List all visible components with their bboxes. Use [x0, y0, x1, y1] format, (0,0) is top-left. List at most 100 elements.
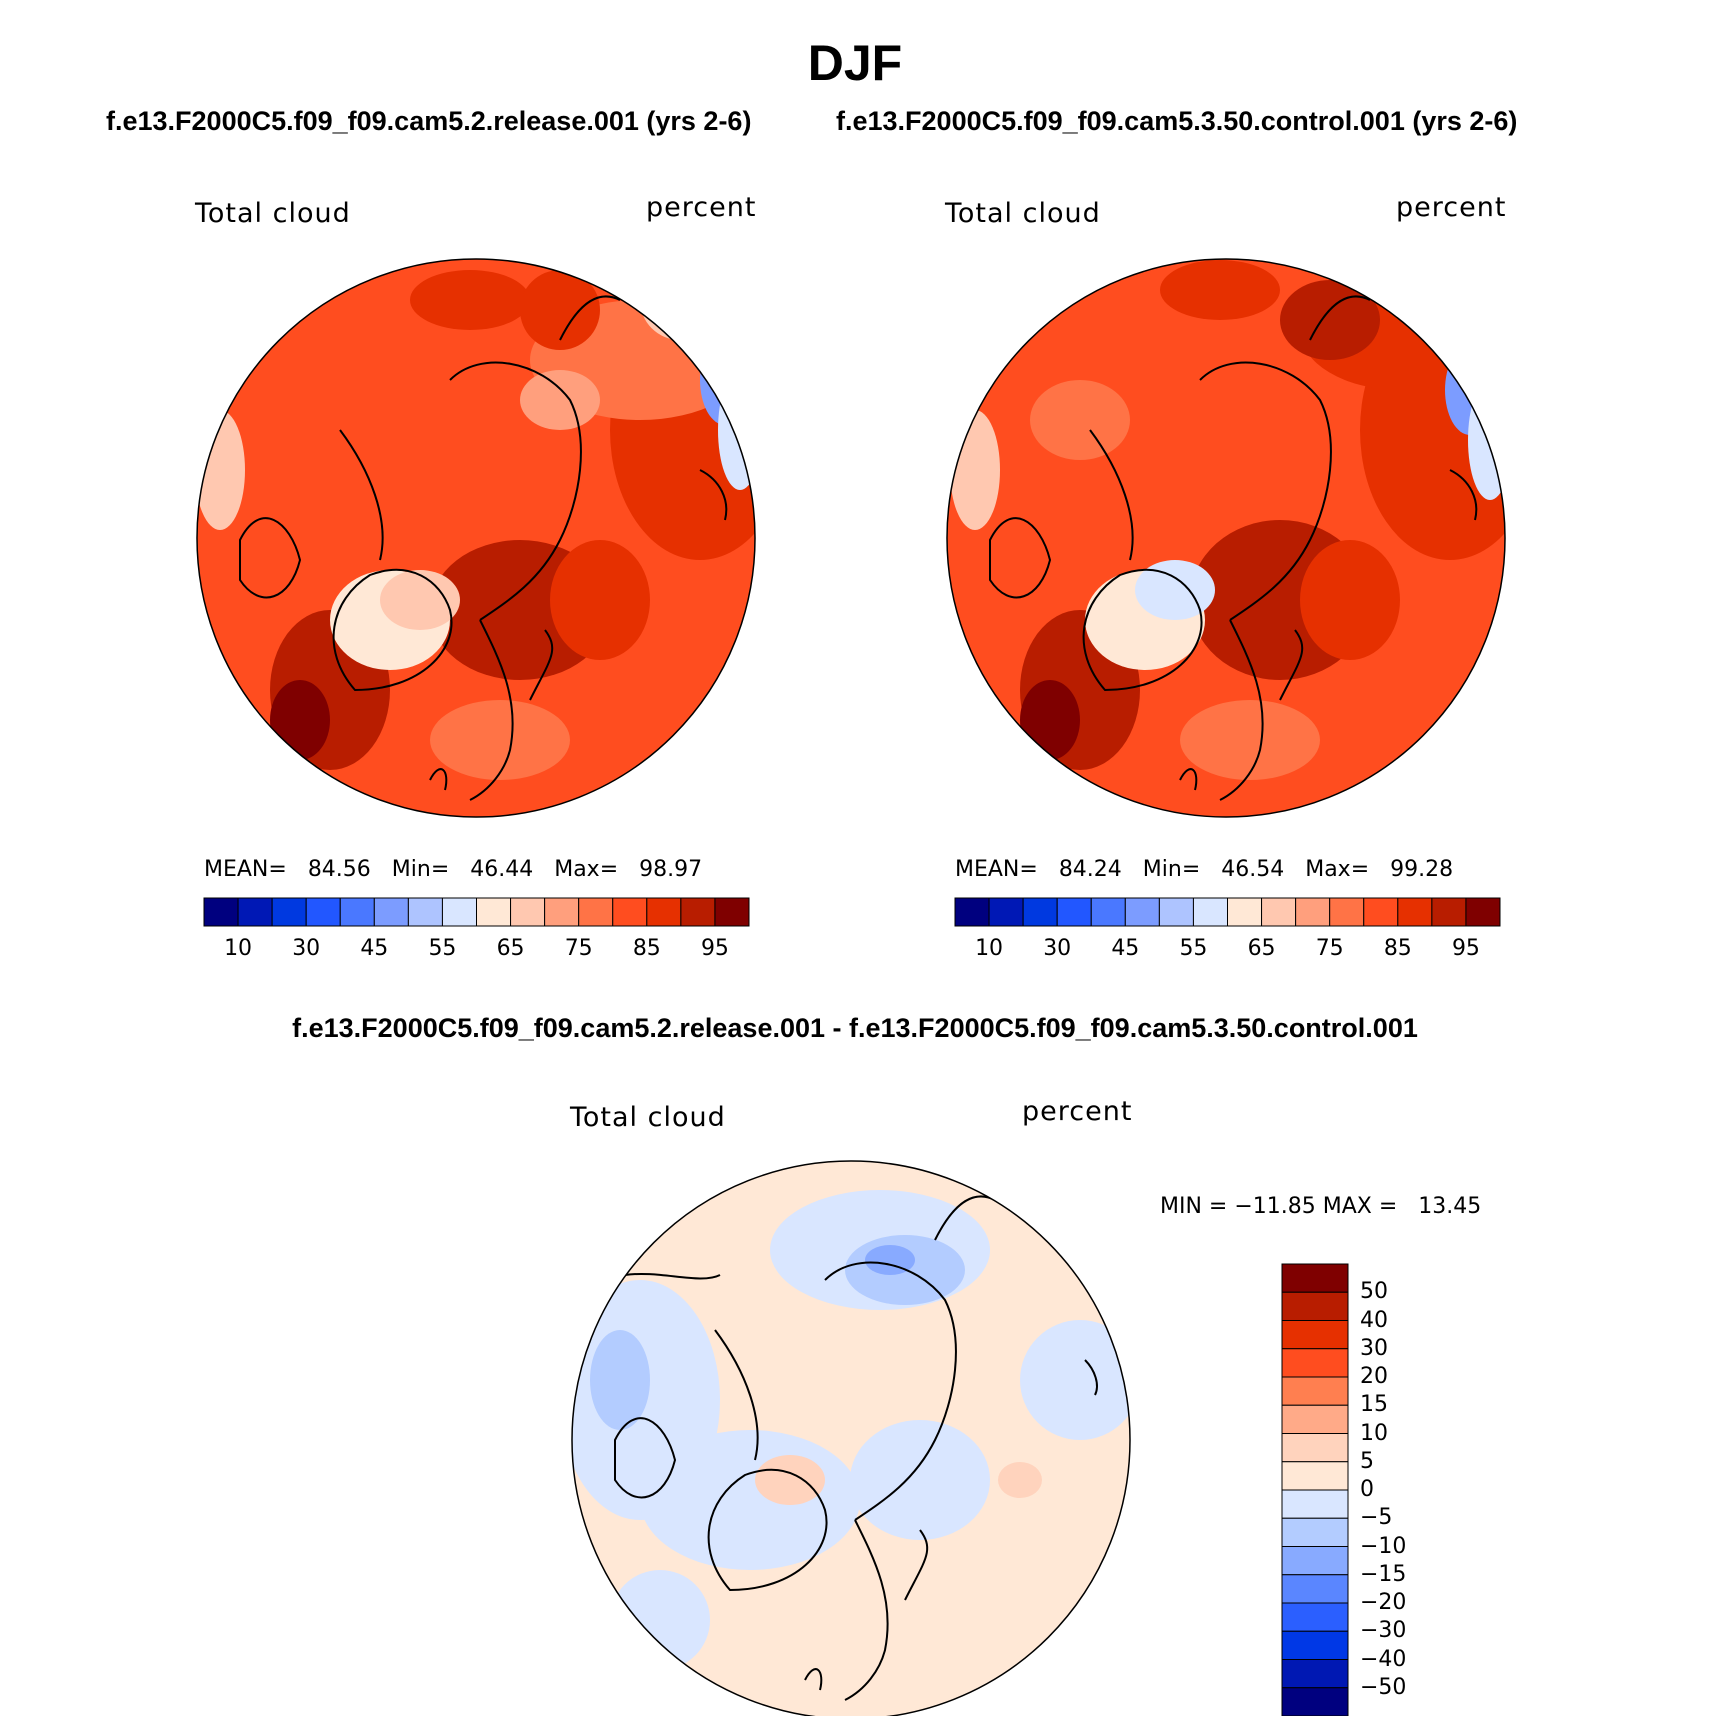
- diff-colorbar-tick-label: −5: [1360, 1505, 1393, 1531]
- diff-colorbar-swatch: [1281, 1263, 1349, 1293]
- left-mean-label: MEAN=: [204, 857, 287, 882]
- left-colorbar-tick-label: 30: [292, 936, 321, 961]
- left-colorbar-swatch: [271, 897, 307, 927]
- diff-colorbar-tick-label: 5: [1360, 1448, 1374, 1474]
- right-colorbar: [954, 897, 1501, 927]
- diff-map-coastlines: [614, 1195, 1098, 1701]
- left-colorbar-swatch: [203, 897, 239, 927]
- diff-title: f.e13.F2000C5.f09_f09.cam5.2.release.001…: [292, 1013, 1418, 1043]
- diff-colorbar-swatch: [1281, 1659, 1349, 1689]
- right-case-title: f.e13.F2000C5.f09_f09.cam5.3.50.control.…: [836, 106, 1518, 136]
- left-mean-value: 84.56: [307, 857, 371, 882]
- right-variable-label: Total cloud: [945, 198, 1101, 229]
- right-map-coastlines: [989, 295, 1478, 801]
- right-colorbar-swatch: [1465, 897, 1501, 927]
- right-units-label: percent: [1396, 192, 1507, 223]
- right-max-value: 99.28: [1390, 857, 1454, 882]
- left-colorbar-swatch: [373, 897, 409, 927]
- diff-colorbar-swatch: [1281, 1433, 1349, 1463]
- diff-colorbar-tick-label: 20: [1360, 1364, 1388, 1389]
- diff-colorbar-swatch: [1281, 1348, 1349, 1378]
- left-stats: MEAN= 84.56 Min= 46.44 Max= 98.97: [204, 857, 702, 882]
- left-map-field: [197, 259, 755, 817]
- diff-colorbar-ticks: 50 40 30 20 15 10 5 0 −5 −10 −15 −20 −30 −40 −50: [1360, 1264, 1480, 1716]
- right-mean-value: 84.24: [1058, 857, 1122, 882]
- right-colorbar-swatch: [1192, 897, 1228, 927]
- diff-variable-label: Total cloud: [570, 1102, 726, 1133]
- right-colorbar-tick-label: 30: [1043, 936, 1072, 961]
- left-colorbar-tick-label: 45: [360, 936, 389, 961]
- diff-colorbar-swatch: [1281, 1489, 1349, 1519]
- right-map-border: [946, 258, 1506, 818]
- diff-colorbar-swatch: [1281, 1602, 1349, 1632]
- diff-colorbar-swatch: [1281, 1630, 1349, 1660]
- right-colorbar-tick-label: 85: [1383, 936, 1412, 961]
- right-colorbar-tick-label: 55: [1179, 936, 1208, 961]
- left-map-coastlines: [239, 295, 728, 801]
- left-colorbar-swatch: [339, 897, 375, 927]
- diff-colorbar-swatch: [1281, 1291, 1349, 1321]
- diff-colorbar-tick-label: 15: [1360, 1392, 1388, 1418]
- diff-colorbar-swatch: [1281, 1404, 1349, 1434]
- diff-colorbar-swatch: [1281, 1461, 1349, 1491]
- right-colorbar-ticks: 10 30 45 55 65 75 85 95: [955, 936, 1500, 966]
- left-colorbar-tick-label: 55: [428, 936, 457, 961]
- diff-colorbar-swatch: [1281, 1517, 1349, 1547]
- right-min-label: Min=: [1142, 857, 1201, 882]
- diff-colorbar: [1281, 1263, 1349, 1716]
- right-colorbar-swatch: [954, 897, 990, 927]
- right-colorbar-swatch: [988, 897, 1024, 927]
- right-colorbar-swatch: [1295, 897, 1331, 927]
- right-colorbar-swatch: [1227, 897, 1263, 927]
- diff-colorbar-swatch: [1281, 1687, 1349, 1716]
- diff-colorbar-tick-label: −50: [1360, 1674, 1407, 1700]
- left-colorbar-swatch: [407, 897, 443, 927]
- left-case-title: f.e13.F2000C5.f09_f09.cam5.2.release.001…: [106, 106, 752, 136]
- left-min-value: 46.44: [470, 857, 534, 882]
- right-colorbar-tick-label: 45: [1111, 936, 1140, 961]
- diff-colorbar-swatch: [1281, 1320, 1349, 1350]
- left-max-value: 98.97: [639, 857, 703, 882]
- diff-colorbar-swatch: [1281, 1574, 1349, 1604]
- diff-colorbar-tick-label: −10: [1360, 1533, 1407, 1559]
- left-colorbar-tick-label: 95: [700, 936, 729, 961]
- right-colorbar-tick-label: 75: [1315, 936, 1344, 961]
- diff-colorbar-tick-label: 30: [1360, 1335, 1388, 1361]
- diff-colorbar-swatch: [1281, 1546, 1349, 1576]
- left-units-label: percent: [646, 192, 757, 223]
- diff-colorbar-tick-label: 10: [1360, 1420, 1388, 1446]
- right-colorbar-swatch: [1056, 897, 1092, 927]
- figure-title: DJF: [807, 35, 903, 91]
- right-min-value: 46.54: [1221, 857, 1285, 882]
- right-colorbar-tick-label: 10: [975, 936, 1004, 961]
- left-colorbar-swatch: [714, 897, 750, 927]
- left-colorbar-tick-label: 65: [496, 936, 525, 961]
- left-colorbar-swatch: [305, 897, 341, 927]
- right-colorbar-swatch: [1261, 897, 1297, 927]
- left-colorbar-tick-label: 75: [564, 936, 593, 961]
- left-map-border: [196, 258, 756, 818]
- right-colorbar-swatch: [1124, 897, 1160, 927]
- diff-minmax: MIN = −11.85 MAX = 13.45: [1160, 1194, 1482, 1219]
- diff-colorbar-tick-label: −15: [1360, 1561, 1407, 1587]
- diff-colorbar-tick-label: −30: [1360, 1618, 1407, 1644]
- right-colorbar-tick-label: 95: [1451, 936, 1480, 961]
- diff-colorbar-tick-label: −20: [1360, 1590, 1407, 1615]
- right-colorbar-swatch: [1431, 897, 1467, 927]
- diff-units-label: percent: [1022, 1096, 1133, 1127]
- left-variable-label: Total cloud: [195, 198, 351, 229]
- right-colorbar-tick-label: 65: [1247, 936, 1276, 961]
- left-colorbar-tick-label: 10: [224, 936, 253, 961]
- left-colorbar: [203, 897, 750, 927]
- left-colorbar-ticks: 10 30 45 55 65 75 85 95: [204, 936, 749, 966]
- left-min-label: Min=: [391, 857, 450, 882]
- diff-colorbar-swatch: [1281, 1376, 1349, 1406]
- left-colorbar-tick-label: 85: [632, 936, 661, 961]
- right-colorbar-swatch: [1090, 897, 1126, 927]
- diff-colorbar-tick-label: 0: [1360, 1477, 1374, 1502]
- diff-colorbar-tick-label: 50: [1360, 1279, 1388, 1305]
- diff-colorbar-tick-label: 40: [1360, 1307, 1388, 1333]
